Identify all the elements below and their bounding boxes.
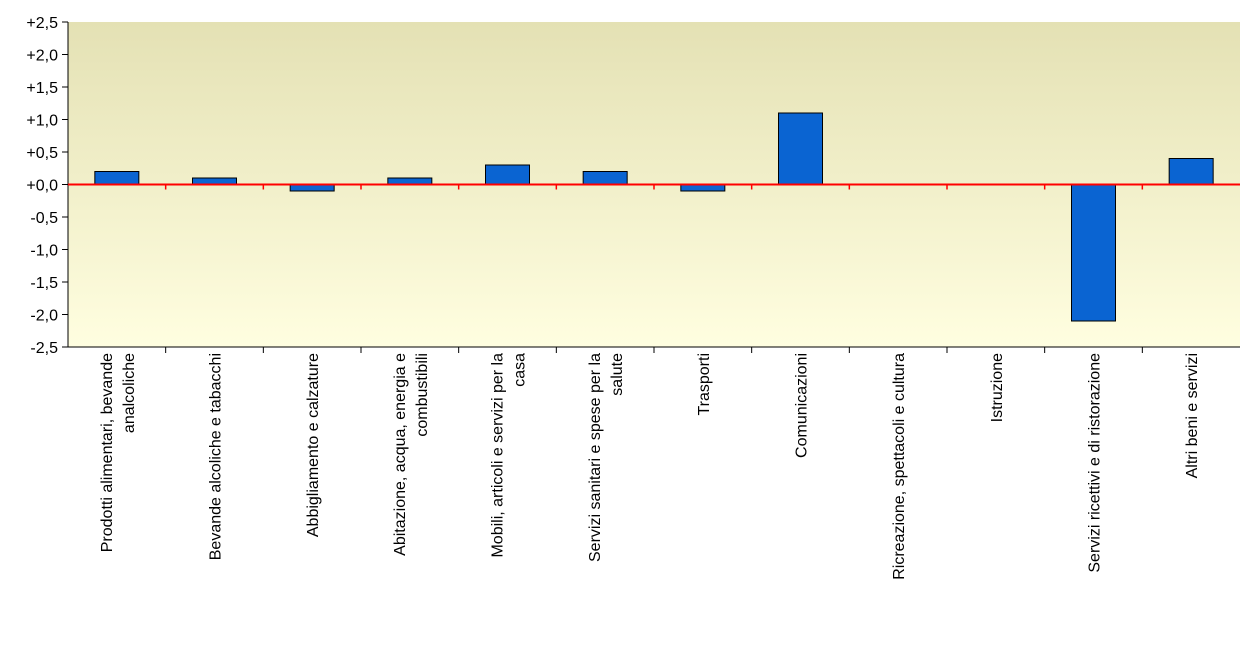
y-tick-label: +1,5 bbox=[26, 80, 58, 97]
y-tick-label: -1,0 bbox=[30, 243, 58, 260]
bar bbox=[485, 164, 530, 185]
category-label: Mobili, articoli e servizi per la bbox=[490, 353, 507, 558]
category-label: Trasporti bbox=[696, 353, 713, 416]
category-label: casa bbox=[512, 353, 529, 387]
zero-line-group bbox=[68, 183, 1240, 190]
y-axis: +2,5 +2,0 +1,5 +1,0 +0,5 +0,0 -0,5 -1,0 -1,5 -2,0… bbox=[26, 15, 69, 357]
y-tick-label: -1,5 bbox=[30, 275, 58, 292]
category-label: salute bbox=[609, 353, 626, 396]
category-labels: Prodotti alimentari, bevande analcoliche B… bbox=[99, 353, 1201, 580]
bars bbox=[94, 112, 1214, 322]
y-tick-label: +2,0 bbox=[26, 48, 58, 65]
category-label: Prodotti alimentari, bevande bbox=[99, 353, 116, 552]
y-tick-label: +1,0 bbox=[26, 113, 58, 130]
y-tick-label: +0,0 bbox=[26, 178, 58, 195]
bar bbox=[1168, 158, 1214, 185]
y-tick-label: -0,5 bbox=[30, 210, 58, 227]
y-tick-label: -2,0 bbox=[30, 308, 58, 325]
bar bbox=[94, 171, 140, 185]
category-label: Servizi sanitari e spese per la bbox=[587, 353, 604, 562]
category-label: Altri beni e servizi bbox=[1184, 353, 1201, 478]
bar bbox=[778, 112, 823, 185]
category-label: Comunicazioni bbox=[794, 353, 811, 458]
category-label: combustibili bbox=[414, 353, 431, 437]
bar bbox=[1071, 184, 1116, 322]
category-label: Bevande alcoliche e tabacchi bbox=[208, 353, 225, 560]
y-tick-label: +0,5 bbox=[26, 145, 58, 162]
category-label: Servizi ricettivi e di ristorazione bbox=[1087, 353, 1104, 573]
category-label: Abbigliamento e calzature bbox=[305, 353, 322, 537]
y-tick-label: -2,5 bbox=[30, 340, 58, 357]
x-axis bbox=[68, 346, 1240, 353]
category-label: Abitazione, acqua, energia e bbox=[392, 353, 409, 556]
category-label: analcoliche bbox=[121, 353, 138, 433]
bar bbox=[582, 171, 628, 185]
category-label: Istruzione bbox=[989, 353, 1006, 422]
category-label: Ricreazione, spettacoli e cultura bbox=[891, 353, 908, 580]
y-tick-label: +2,5 bbox=[26, 15, 58, 32]
